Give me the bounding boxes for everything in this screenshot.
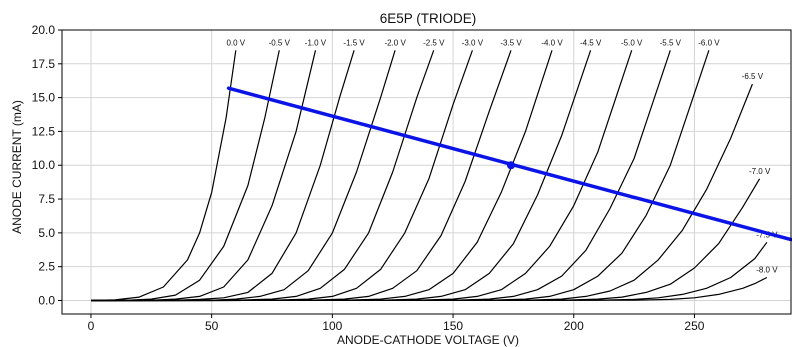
x-tick-label: 150 bbox=[443, 319, 463, 333]
plot-frame bbox=[61, 29, 792, 315]
curve-label: -1.5 V bbox=[343, 38, 365, 47]
curve-line bbox=[90, 50, 237, 302]
curve-label: -2.5 V bbox=[423, 38, 445, 47]
curve-label: -4.0 V bbox=[541, 38, 563, 47]
y-tick-label: 5.0 bbox=[38, 226, 55, 240]
load-line-layer bbox=[226, 86, 792, 242]
grid-layer bbox=[62, 29, 791, 314]
y-tick-label: 0.0 bbox=[38, 293, 55, 307]
curve-line bbox=[90, 276, 768, 302]
y-axis-title: ANODE CURRENT (mA) bbox=[10, 100, 24, 234]
y-tick-label: 7.5 bbox=[38, 192, 55, 206]
curve-label: -0.5 V bbox=[269, 38, 291, 47]
y-tick-label: 17.5 bbox=[32, 57, 56, 71]
x-tick-label: 200 bbox=[564, 319, 584, 333]
curve-label: -4.5 V bbox=[580, 38, 602, 47]
curve-label: -3.5 V bbox=[500, 38, 522, 47]
curve-label: -7.0 V bbox=[749, 167, 771, 176]
y-tick-label: 20.0 bbox=[32, 23, 56, 37]
x-axis-title: ANODE-CATHODE VOLTAGE (V) bbox=[337, 333, 519, 347]
curve-label: -8.0 V bbox=[756, 265, 778, 274]
operating-point bbox=[506, 161, 515, 170]
curves-layer bbox=[90, 50, 768, 302]
curve-label: -2.0 V bbox=[384, 38, 406, 47]
x-tick-label: 250 bbox=[684, 319, 704, 333]
chart-title: 6E5P (TRIODE) bbox=[380, 11, 477, 26]
y-tick-label: 2.5 bbox=[38, 260, 55, 274]
curve-label: -6.0 V bbox=[698, 38, 720, 47]
x-tick-label: 50 bbox=[205, 319, 219, 333]
x-tick-label: 100 bbox=[322, 319, 342, 333]
curve-label: -6.5 V bbox=[742, 72, 764, 81]
y-tick-label: 15.0 bbox=[32, 91, 56, 105]
y-tick-label: 10.0 bbox=[32, 158, 56, 172]
y-tick-label: 12.5 bbox=[32, 124, 56, 138]
curve-label: -5.0 V bbox=[621, 38, 643, 47]
x-tick-label: 0 bbox=[88, 319, 95, 333]
ticks-layer: 0 50 100 150 200 250 0.0 2.5 5.0 7.5 10.0 12.5 15.0 1… bbox=[32, 23, 705, 333]
curve-label: -5.5 V bbox=[660, 38, 682, 47]
curve-label: -1.0 V bbox=[305, 38, 327, 47]
curve-line bbox=[90, 83, 753, 302]
curve-label: 0.0 V bbox=[226, 38, 245, 47]
curve-label: -3.0 V bbox=[462, 38, 484, 47]
